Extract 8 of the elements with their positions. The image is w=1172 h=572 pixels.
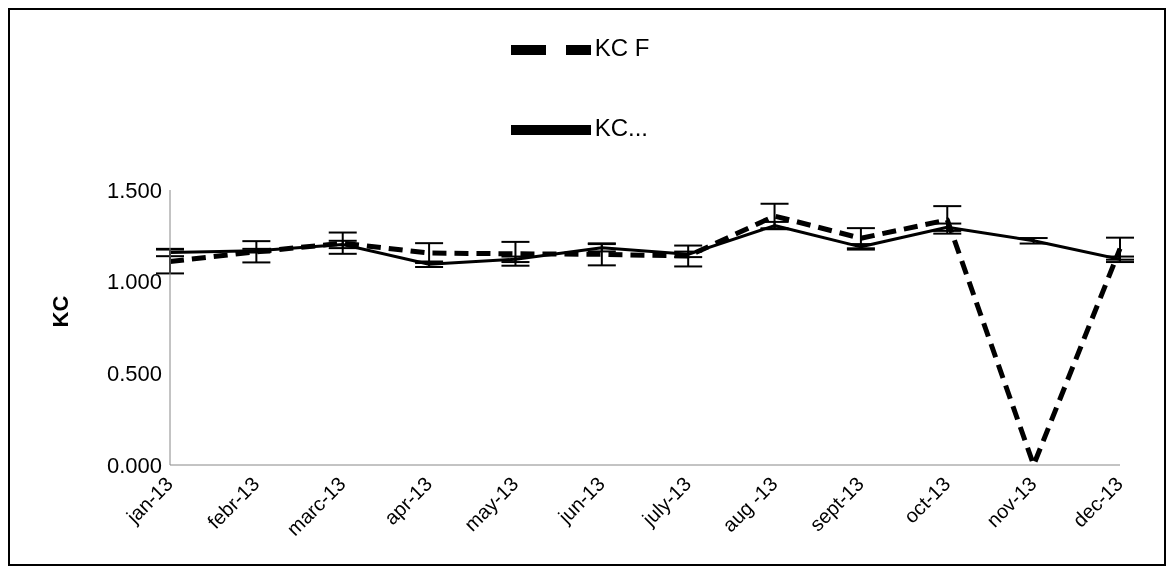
y-tick-label: 1.000 — [106, 269, 162, 295]
legend-label: KC F — [594, 34, 650, 62]
y-tick-label: 0.500 — [106, 361, 162, 387]
x-tick-label: aug -13 — [718, 472, 782, 537]
y-tick-label: 0.000 — [106, 452, 162, 478]
legend-label: KC... — [594, 114, 648, 142]
y-tick-label: 1.500 — [106, 177, 162, 203]
y-axis-title: KC — [47, 295, 73, 328]
